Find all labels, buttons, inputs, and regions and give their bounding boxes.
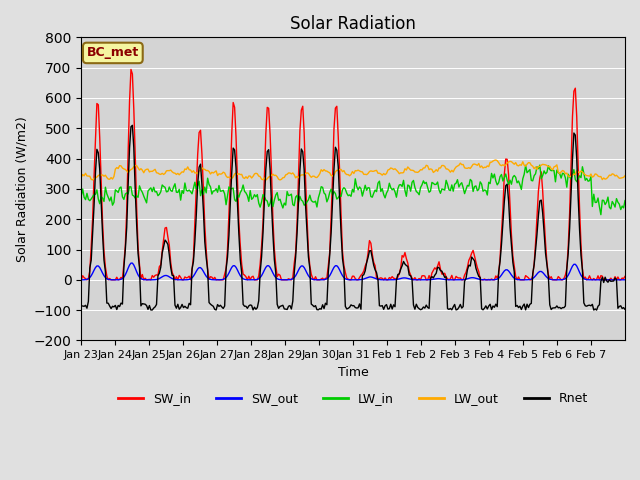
SW_out bbox=[77, 277, 85, 283]
SW_in bbox=[358, 271, 366, 276]
SW_out bbox=[467, 275, 474, 281]
Rnet bbox=[620, 305, 627, 311]
LW_out bbox=[96, 172, 104, 178]
Line: SW_in: SW_in bbox=[81, 70, 625, 280]
LW_out bbox=[77, 174, 85, 180]
SW_in bbox=[127, 67, 135, 72]
Line: SW_out: SW_out bbox=[81, 263, 625, 280]
LW_in bbox=[465, 183, 473, 189]
Legend: SW_in, SW_out, LW_in, LW_out, Rnet: SW_in, SW_out, LW_in, LW_out, Rnet bbox=[113, 387, 593, 410]
LW_in bbox=[536, 162, 543, 168]
SW_in bbox=[621, 274, 629, 279]
SW_in bbox=[618, 275, 626, 281]
SW_out bbox=[96, 264, 104, 270]
LW_out bbox=[621, 173, 629, 179]
LW_out bbox=[548, 167, 556, 173]
SW_out bbox=[113, 277, 120, 283]
LW_out bbox=[358, 169, 366, 175]
LW_in bbox=[96, 201, 104, 206]
Rnet bbox=[113, 307, 120, 312]
Rnet bbox=[467, 263, 474, 269]
LW_in bbox=[621, 198, 629, 204]
LW_out bbox=[467, 166, 474, 171]
SW_in bbox=[77, 277, 85, 283]
Text: BC_met: BC_met bbox=[86, 47, 139, 60]
LW_in bbox=[113, 188, 120, 194]
SW_out bbox=[621, 277, 629, 283]
SW_out bbox=[358, 276, 366, 282]
Rnet bbox=[77, 303, 85, 309]
LW_in bbox=[77, 193, 85, 199]
Rnet bbox=[358, 273, 366, 278]
LW_out bbox=[262, 177, 269, 183]
Rnet bbox=[621, 307, 629, 312]
SW_in bbox=[547, 274, 555, 279]
LW_out bbox=[620, 175, 627, 180]
SW_in bbox=[113, 275, 120, 280]
SW_out bbox=[620, 277, 627, 283]
SW_out bbox=[129, 260, 136, 266]
LW_out bbox=[492, 157, 500, 163]
Y-axis label: Solar Radiation (W/m2): Solar Radiation (W/m2) bbox=[15, 116, 28, 262]
Rnet bbox=[96, 167, 104, 172]
SW_out bbox=[547, 276, 555, 282]
SW_out bbox=[589, 277, 596, 283]
Rnet bbox=[129, 122, 136, 128]
X-axis label: Time: Time bbox=[338, 366, 369, 379]
LW_in bbox=[547, 168, 555, 174]
Title: Solar Radiation: Solar Radiation bbox=[290, 15, 416, 33]
Line: LW_out: LW_out bbox=[81, 160, 625, 180]
LW_in bbox=[597, 212, 605, 217]
SW_in bbox=[467, 254, 474, 260]
Rnet bbox=[593, 307, 600, 313]
LW_in bbox=[620, 205, 627, 211]
LW_in bbox=[357, 186, 365, 192]
SW_in bbox=[96, 135, 104, 141]
LW_out bbox=[113, 165, 120, 170]
Line: Rnet: Rnet bbox=[81, 125, 625, 310]
Rnet bbox=[547, 307, 555, 312]
Line: LW_in: LW_in bbox=[81, 165, 625, 215]
